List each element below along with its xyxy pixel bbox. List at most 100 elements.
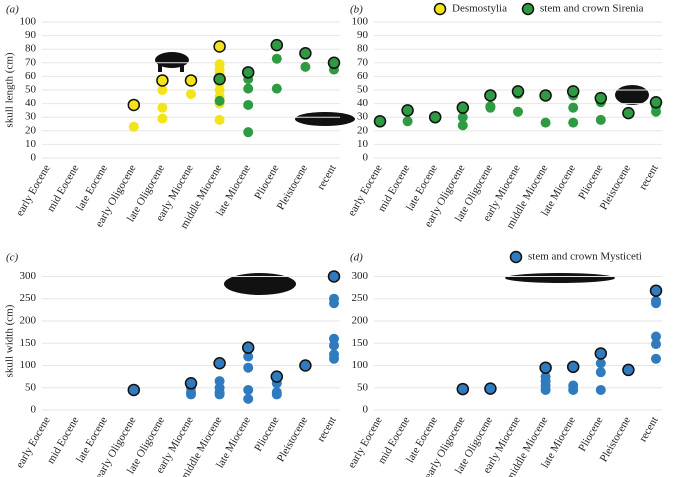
data-point <box>595 358 606 369</box>
max-point <box>484 89 497 102</box>
data-point <box>271 83 282 94</box>
y-tick-label: 150 <box>20 337 37 349</box>
data-point <box>513 106 523 117</box>
data-point <box>651 298 661 309</box>
y-tick-label: 60 <box>357 70 369 82</box>
data-point <box>595 114 606 125</box>
max-point <box>566 360 580 374</box>
max-point <box>456 382 470 396</box>
data-point <box>243 99 254 110</box>
panel-label: (a) <box>6 4 19 16</box>
data-point <box>271 389 282 400</box>
y-tick-label: 40 <box>357 97 369 109</box>
data-point <box>329 298 339 309</box>
y-tick-label: 100 <box>20 16 37 28</box>
y-tick-label: 150 <box>352 337 369 349</box>
panel-label: (b) <box>350 4 363 16</box>
data-point <box>157 85 168 95</box>
max-point <box>401 104 414 117</box>
data-point <box>271 53 282 64</box>
x-tick-label: recent <box>637 163 661 192</box>
y-tick-label: 200 <box>352 314 369 326</box>
y-tick-label: 50 <box>357 381 369 393</box>
data-point <box>128 121 139 132</box>
data-point <box>243 393 254 404</box>
max-point <box>594 91 608 105</box>
data-point <box>595 367 606 378</box>
max-point <box>327 56 341 70</box>
y-tick-label: 50 <box>25 381 37 393</box>
data-point <box>186 89 196 100</box>
y-tick-label: 0 <box>31 152 37 164</box>
legend-label: Desmostylia <box>452 3 507 15</box>
max-point <box>213 72 226 86</box>
max-point <box>213 40 226 53</box>
data-point <box>651 339 661 350</box>
y-tick-label: 80 <box>25 43 37 55</box>
max-point <box>156 74 169 87</box>
y-tick-label: 50 <box>357 84 369 96</box>
y-tick-label: 250 <box>352 292 369 304</box>
y-tick-label: 50 <box>25 84 37 96</box>
y-tick-label: 20 <box>25 124 37 136</box>
max-point <box>241 66 255 79</box>
max-point <box>539 89 552 102</box>
max-point <box>428 110 442 124</box>
legend-marker <box>521 2 535 16</box>
data-point <box>243 384 254 395</box>
data-point <box>243 351 254 362</box>
y-tick-label: 0 <box>363 404 369 416</box>
x-tick-label: Pliocene <box>576 415 605 454</box>
y-tick-label: 60 <box>25 70 37 82</box>
x-tick-label: Pliocene <box>252 415 281 454</box>
y-axis-label: skull length (cm) <box>4 52 16 127</box>
max-point <box>299 47 312 60</box>
y-tick-label: 300 <box>352 270 369 282</box>
max-point <box>241 341 255 354</box>
data-point <box>568 117 579 128</box>
data-point <box>186 389 196 400</box>
y-tick-label: 20 <box>357 124 369 136</box>
data-point <box>457 112 468 123</box>
x-tick-label: recent <box>315 415 339 444</box>
max-point <box>270 38 284 52</box>
max-point <box>270 370 284 383</box>
data-point <box>214 389 225 400</box>
legend-marker <box>509 250 523 264</box>
max-point <box>184 377 198 390</box>
x-tick-label: Pliocene <box>252 163 281 202</box>
data-point <box>329 340 339 351</box>
y-tick-label: 0 <box>363 152 369 164</box>
max-point <box>484 382 497 395</box>
y-tick-label: 40 <box>25 97 37 109</box>
data-point <box>651 331 661 342</box>
desmostylian-leg <box>158 62 162 72</box>
x-tick-label: Pliocene <box>576 163 605 202</box>
data-point <box>651 353 661 364</box>
desmostylian-leg <box>180 62 184 72</box>
y-axis-label: skull width (cm) <box>4 304 16 377</box>
sirenian-icon <box>295 112 355 126</box>
max-point <box>299 359 312 372</box>
y-tick-label: 80 <box>357 43 369 55</box>
max-point <box>327 270 341 283</box>
y-tick-label: 30 <box>357 111 369 123</box>
y-tick-label: 300 <box>20 270 37 282</box>
data-point <box>568 102 579 113</box>
y-tick-label: 90 <box>25 29 37 41</box>
max-point <box>622 363 635 377</box>
max-point <box>649 284 663 297</box>
blue-whale-icon <box>505 273 615 283</box>
data-point <box>402 116 413 127</box>
y-tick-label: 10 <box>25 138 37 150</box>
data-point <box>595 384 606 395</box>
whale-icon <box>224 273 296 295</box>
panel-label: (d) <box>350 252 363 264</box>
max-point <box>594 347 608 360</box>
data-point <box>457 120 468 131</box>
data-point <box>243 83 254 94</box>
data-point <box>485 102 496 113</box>
data-point <box>651 106 661 117</box>
y-tick-label: 100 <box>352 16 369 28</box>
data-point <box>214 114 225 125</box>
